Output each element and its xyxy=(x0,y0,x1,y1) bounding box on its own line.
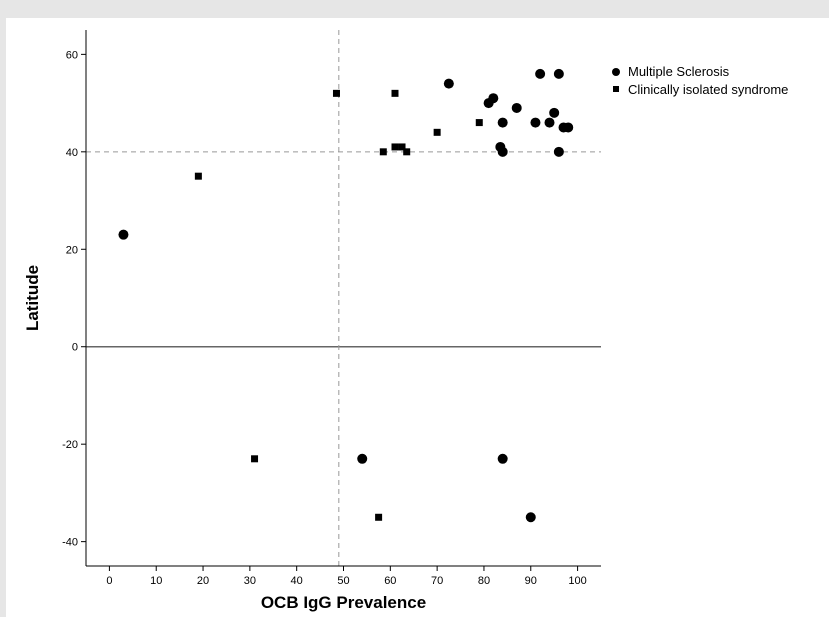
legend-marker-square xyxy=(613,86,619,92)
data-point-clinically-isolated-syndrome xyxy=(375,513,383,521)
data-point-multiple-sclerosis xyxy=(497,453,508,464)
data-point-clinically-isolated-syndrome xyxy=(391,89,399,97)
data-point-clinically-isolated-syndrome xyxy=(194,172,202,180)
x-tick-label: 10 xyxy=(150,575,162,587)
data-point-multiple-sclerosis xyxy=(497,117,508,128)
scatter-chart: 0 10 20 30 40 50 60 70 80 90 100 -40 -20 0 20 40 60 OCB … xyxy=(23,30,788,612)
legend: Multiple Sclerosis Clinically isolated s… xyxy=(612,64,788,97)
x-tick-label: 0 xyxy=(106,575,112,587)
legend-marker-circle xyxy=(612,68,620,76)
x-tick-label: 50 xyxy=(337,575,349,587)
data-point-multiple-sclerosis xyxy=(535,68,546,79)
chart-frame: 0 10 20 30 40 50 60 70 80 90 100 -40 -20 0 20 40 60 OCB … xyxy=(6,18,829,617)
data-point-multiple-sclerosis xyxy=(497,146,508,157)
x-axis-title: OCB IgG Prevalence xyxy=(261,593,426,612)
y-tick-label: -20 xyxy=(62,439,78,451)
x-tick-label: 40 xyxy=(291,575,303,587)
ticks-layer: 0 10 20 30 40 50 60 70 80 90 100 -40 -20 0 20 40 60 xyxy=(62,49,587,587)
x-tick-label: 70 xyxy=(431,575,443,587)
data-point-clinically-isolated-syndrome xyxy=(332,89,340,97)
axes-layer xyxy=(85,30,601,567)
data-point-multiple-sclerosis xyxy=(511,102,522,113)
data-point-multiple-sclerosis xyxy=(553,68,564,79)
data-point-multiple-sclerosis xyxy=(544,117,555,128)
data-point-multiple-sclerosis xyxy=(530,117,541,128)
y-tick-label: 0 xyxy=(72,342,78,354)
reference-lines-layer xyxy=(86,30,601,566)
y-tick-label: 60 xyxy=(66,49,78,61)
points-layer xyxy=(118,68,574,523)
data-point-clinically-isolated-syndrome xyxy=(398,143,406,151)
x-tick-label: 60 xyxy=(384,575,396,587)
legend-item-clinically-isolated-syndrome: Clinically isolated syndrome xyxy=(613,82,788,97)
data-point-multiple-sclerosis xyxy=(443,78,454,89)
legend-label-clinically-isolated-syndrome: Clinically isolated syndrome xyxy=(628,82,788,97)
data-point-multiple-sclerosis xyxy=(553,146,564,157)
data-point-clinically-isolated-syndrome xyxy=(403,148,411,156)
data-point-multiple-sclerosis xyxy=(488,93,499,104)
legend-label-multiple-sclerosis: Multiple Sclerosis xyxy=(628,64,730,79)
y-tick-label: 40 xyxy=(66,147,78,159)
y-tick-label: 20 xyxy=(66,244,78,256)
data-point-multiple-sclerosis xyxy=(357,453,368,464)
legend-item-multiple-sclerosis: Multiple Sclerosis xyxy=(612,64,730,79)
data-point-clinically-isolated-syndrome xyxy=(379,148,387,156)
data-point-multiple-sclerosis xyxy=(549,107,560,118)
y-tick-label: -40 xyxy=(62,537,78,549)
x-tick-label: 80 xyxy=(478,575,490,587)
y-axis-title: Latitude xyxy=(23,265,42,331)
data-point-multiple-sclerosis xyxy=(563,122,574,133)
data-point-clinically-isolated-syndrome xyxy=(433,128,441,136)
x-tick-label: 90 xyxy=(525,575,537,587)
data-point-multiple-sclerosis xyxy=(118,229,129,240)
data-point-clinically-isolated-syndrome xyxy=(251,455,259,463)
data-point-clinically-isolated-syndrome xyxy=(391,143,399,151)
x-tick-label: 100 xyxy=(568,575,586,587)
data-point-multiple-sclerosis xyxy=(525,512,536,523)
data-point-clinically-isolated-syndrome xyxy=(475,119,483,127)
x-tick-label: 20 xyxy=(197,575,209,587)
x-tick-label: 30 xyxy=(244,575,256,587)
